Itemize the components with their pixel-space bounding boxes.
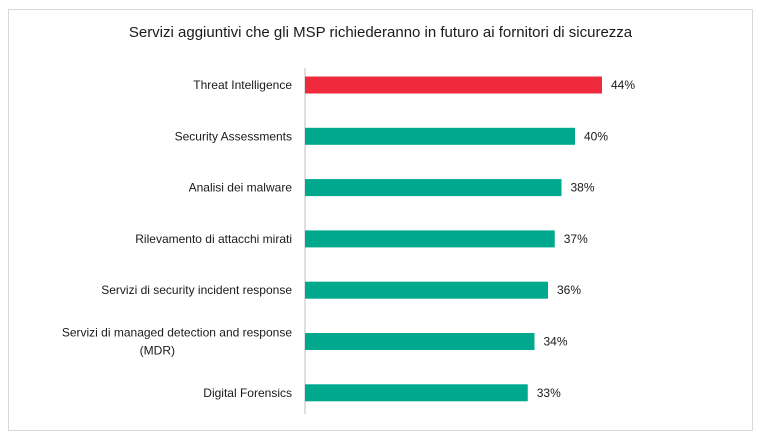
- category-label-5-line-1: (MDR): [140, 344, 175, 358]
- value-label-6: 33%: [537, 386, 561, 400]
- value-label-4: 36%: [557, 283, 581, 297]
- bar-chart: 44% Threat Intelligence 40% Security Assess…: [62, 68, 635, 414]
- bar-2: [305, 179, 562, 197]
- bar-0: [305, 76, 602, 94]
- bar-6: [305, 384, 528, 402]
- bar-4: [305, 281, 548, 299]
- category-label-3: Rilevamento di attacchi mirati: [135, 232, 292, 246]
- bar-1: [305, 127, 575, 145]
- bars-layer: 44% Threat Intelligence 40% Security Assess…: [62, 76, 635, 402]
- value-label-5: 34%: [544, 335, 568, 349]
- value-label-2: 38%: [571, 181, 595, 195]
- category-label-0: Threat Intelligence: [193, 78, 292, 92]
- bar-5: [305, 333, 535, 350]
- category-label-4: Servizi di security incident response: [101, 283, 292, 297]
- value-label-3: 37%: [564, 232, 588, 246]
- category-label-5-line-0: Servizi di managed detection and respons…: [62, 326, 292, 340]
- bar-3: [305, 230, 555, 248]
- value-label-0: 44%: [611, 78, 635, 92]
- category-label-2: Analisi dei malware: [189, 181, 293, 195]
- category-label-6: Digital Forensics: [203, 386, 292, 400]
- chart-frame: Servizi aggiuntivi che gli MSP richieder…: [8, 9, 753, 431]
- category-label-1: Security Assessments: [175, 129, 292, 143]
- value-label-1: 40%: [584, 129, 608, 143]
- category-label-5: Servizi di managed detection and respons…: [62, 326, 292, 358]
- chart-title: Servizi aggiuntivi che gli MSP richieder…: [128, 24, 633, 41]
